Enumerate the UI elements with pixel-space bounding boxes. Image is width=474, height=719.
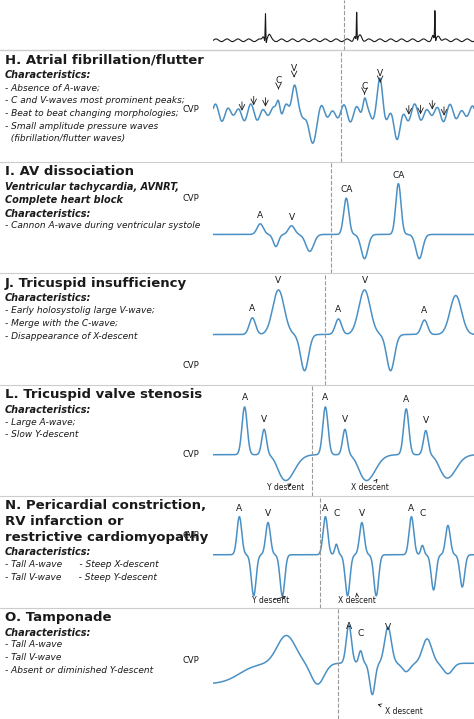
- Text: X descent: X descent: [338, 593, 376, 605]
- Text: CVP: CVP: [182, 450, 199, 459]
- Text: CA: CA: [340, 186, 353, 194]
- Text: V: V: [423, 416, 429, 426]
- Text: A: A: [257, 211, 263, 220]
- Text: CVP: CVP: [182, 531, 199, 541]
- Text: - Absence of A-wave;: - Absence of A-wave;: [5, 83, 100, 92]
- Text: A: A: [421, 306, 428, 315]
- Text: - Small amplitude pressure waves: - Small amplitude pressure waves: [5, 122, 158, 131]
- Text: A: A: [346, 621, 352, 631]
- Text: Characteristics:: Characteristics:: [5, 209, 91, 219]
- Text: J. Tricuspid insufficiency: J. Tricuspid insufficiency: [5, 277, 187, 290]
- Text: CVP: CVP: [182, 361, 199, 370]
- Text: A: A: [336, 305, 341, 314]
- Text: A: A: [322, 393, 328, 403]
- Text: A: A: [322, 504, 328, 513]
- Text: - Tall A-wave      - Steep X-descent: - Tall A-wave - Steep X-descent: [5, 560, 158, 569]
- Text: RV infarction or: RV infarction or: [5, 515, 123, 528]
- Text: A: A: [403, 395, 409, 404]
- Text: - Tall A-wave: - Tall A-wave: [5, 641, 62, 649]
- Text: H. Atrial fibrillation/flutter: H. Atrial fibrillation/flutter: [5, 54, 204, 67]
- Text: CA: CA: [392, 171, 405, 180]
- Text: C: C: [361, 82, 368, 91]
- Text: - Tall V-wave: - Tall V-wave: [5, 654, 61, 662]
- Text: A: A: [409, 504, 414, 513]
- Text: - Cannon A-wave during ventricular systole: - Cannon A-wave during ventricular systo…: [5, 221, 200, 230]
- Text: V: V: [289, 213, 294, 222]
- Text: C: C: [419, 509, 426, 518]
- Text: L. Tricuspid valve stenosis: L. Tricuspid valve stenosis: [5, 388, 202, 401]
- Text: Ventricular tachycardia, AVNRT,: Ventricular tachycardia, AVNRT,: [5, 182, 179, 192]
- Text: restrictive cardiomyopathy: restrictive cardiomyopathy: [5, 531, 208, 544]
- Text: - C and V-waves most prominent peaks;: - C and V-waves most prominent peaks;: [5, 96, 184, 105]
- Text: A: A: [249, 304, 255, 313]
- Text: (fibrillation/flutter waves): (fibrillation/flutter waves): [5, 134, 125, 144]
- Text: X descent: X descent: [351, 480, 389, 492]
- Text: Complete heart block: Complete heart block: [5, 195, 123, 205]
- Text: V: V: [342, 415, 348, 424]
- Text: N. Pericardial constriction,: N. Pericardial constriction,: [5, 500, 206, 513]
- Text: CVP: CVP: [182, 194, 199, 203]
- Text: I. AV dissociation: I. AV dissociation: [5, 165, 134, 178]
- Text: A: A: [237, 504, 242, 513]
- Text: Characteristics:: Characteristics:: [5, 628, 91, 638]
- Text: V: V: [377, 69, 383, 78]
- Text: Characteristics:: Characteristics:: [5, 405, 91, 415]
- Text: Characteristics:: Characteristics:: [5, 293, 91, 303]
- Text: V: V: [359, 509, 365, 518]
- Text: - Merge with the C-wave;: - Merge with the C-wave;: [5, 319, 118, 328]
- Text: C: C: [333, 509, 339, 518]
- Text: V: V: [275, 277, 282, 285]
- Text: V: V: [261, 415, 267, 424]
- Text: C: C: [275, 76, 282, 85]
- Text: A: A: [242, 393, 247, 403]
- Text: V: V: [362, 277, 367, 285]
- Text: Characteristics:: Characteristics:: [5, 70, 91, 81]
- Text: C: C: [357, 628, 364, 638]
- Text: O. Tamponade: O. Tamponade: [5, 611, 111, 624]
- Text: Y descent: Y descent: [267, 482, 304, 492]
- Text: Characteristics:: Characteristics:: [5, 547, 91, 557]
- Text: - Large A-wave;: - Large A-wave;: [5, 418, 75, 426]
- Text: - Tall V-wave      - Steep Y-descent: - Tall V-wave - Steep Y-descent: [5, 573, 156, 582]
- Text: V: V: [385, 623, 391, 632]
- Text: - Slow Y-descent: - Slow Y-descent: [5, 431, 78, 439]
- Text: - Early holosystolig large V-wave;: - Early holosystolig large V-wave;: [5, 306, 155, 315]
- Text: CVP: CVP: [182, 656, 199, 665]
- Text: Y descent: Y descent: [252, 596, 290, 605]
- Text: - Disappearance of X-descent: - Disappearance of X-descent: [5, 331, 137, 341]
- Text: CVP: CVP: [182, 105, 199, 114]
- Text: - Absent or diminished Y-descent: - Absent or diminished Y-descent: [5, 666, 153, 675]
- Text: X descent: X descent: [378, 704, 423, 716]
- Text: V: V: [265, 509, 271, 518]
- Text: - Beat to beat changing morphologies;: - Beat to beat changing morphologies;: [5, 109, 179, 118]
- Text: V: V: [291, 63, 297, 73]
